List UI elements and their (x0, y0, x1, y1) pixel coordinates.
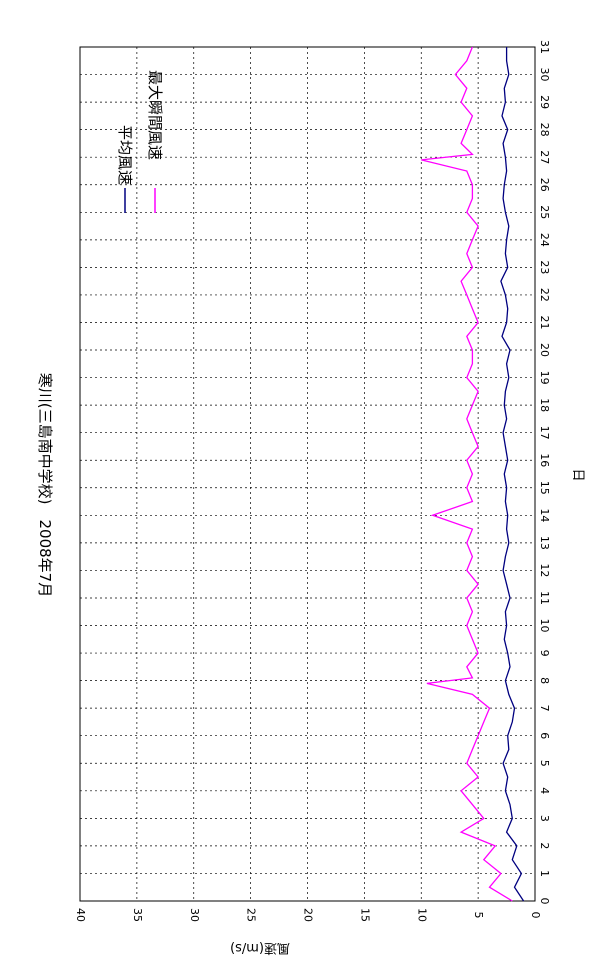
x-tick-label: 21 (538, 315, 551, 329)
y-tick-label: 10 (415, 908, 428, 922)
x-tick-label: 14 (538, 508, 551, 522)
x-tick-label: 7 (538, 705, 551, 712)
x-tick-label: 8 (538, 677, 551, 684)
x-tick-label: 24 (538, 233, 551, 247)
y-tick-label: 30 (188, 908, 201, 922)
x-tick-label: 31 (538, 40, 551, 54)
x-tick-label: 10 (538, 619, 551, 633)
x-tick-label: 22 (538, 288, 551, 302)
chart-title: 寒川(三島南中学校) 2008年7月 (36, 373, 54, 597)
x-tick-label: 0 (538, 898, 551, 905)
x-tick-label: 18 (538, 398, 551, 412)
x-tick-label: 23 (538, 260, 551, 274)
x-tick-label: 17 (538, 426, 551, 440)
x-axis-tick-labels: 0123456789101112131415161718192021222324… (538, 40, 551, 905)
plot-area (79, 46, 536, 902)
series-lines (421, 46, 525, 902)
x-tick-label: 12 (538, 563, 551, 577)
y-tick-label: 15 (358, 908, 371, 922)
x-tick-label: 4 (538, 787, 551, 794)
x-tick-label: 13 (538, 536, 551, 550)
x-tick-label: 26 (538, 178, 551, 192)
x-axis-title: 日 (570, 468, 585, 481)
x-tick-label: 1 (538, 870, 551, 877)
legend-label-average: 平均風速 (116, 125, 134, 185)
x-tick-label: 19 (538, 371, 551, 385)
x-tick-label: 2 (538, 842, 551, 849)
y-axis-tick-labels: 0 5 10 15 20 25 30 35 40 (74, 908, 542, 922)
legend: 平均風速 最大瞬間風速 (116, 70, 164, 213)
x-tick-label: 20 (538, 343, 551, 357)
legend-label-max: 最大瞬間風速 (146, 70, 164, 160)
x-tick-label: 16 (538, 453, 551, 467)
series-line-max (421, 46, 513, 902)
y-tick-label: 5 (472, 912, 485, 919)
x-tick-label: 25 (538, 205, 551, 219)
x-tick-label: 9 (538, 650, 551, 657)
grid (79, 46, 536, 902)
y-axis-title: 風速(m/s) (230, 940, 290, 955)
x-tick-label: 28 (538, 123, 551, 137)
y-tick-label: 20 (302, 908, 315, 922)
x-tick-label: 11 (538, 591, 551, 605)
x-tick-label: 3 (538, 815, 551, 822)
y-tick-label: 40 (74, 908, 87, 922)
x-tick-label: 5 (538, 760, 551, 767)
x-tick-label: 6 (538, 732, 551, 739)
x-tick-label: 15 (538, 481, 551, 495)
x-tick-label: 27 (538, 150, 551, 164)
x-tick-label: 30 (538, 68, 551, 82)
y-tick-label: 25 (245, 908, 258, 922)
y-tick-label: 35 (131, 908, 144, 922)
y-tick-label: 0 (529, 912, 542, 919)
x-tick-label: 29 (538, 95, 551, 109)
series-line-average (500, 47, 525, 902)
